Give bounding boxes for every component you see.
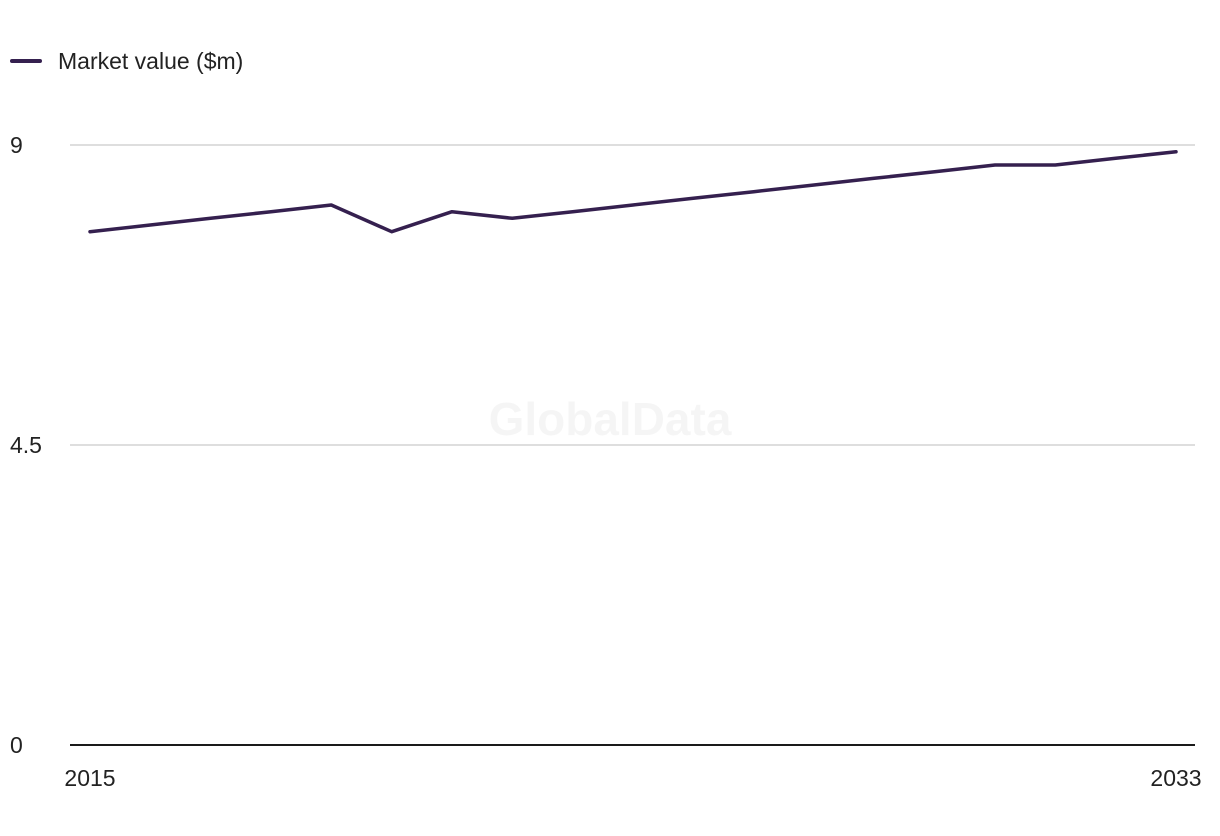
x-tick-label: 2015	[64, 765, 115, 791]
y-tick-label: 4.5	[10, 432, 42, 458]
y-tick-label: 9	[10, 132, 23, 158]
x-tick-label: 2033	[1150, 765, 1201, 791]
legend-label: Market value ($m)	[58, 47, 244, 74]
series-line	[88, 149, 1178, 234]
legend-swatch	[10, 59, 42, 63]
y-tick-label: 0	[10, 732, 23, 758]
legend: Market value ($m)	[10, 46, 243, 76]
